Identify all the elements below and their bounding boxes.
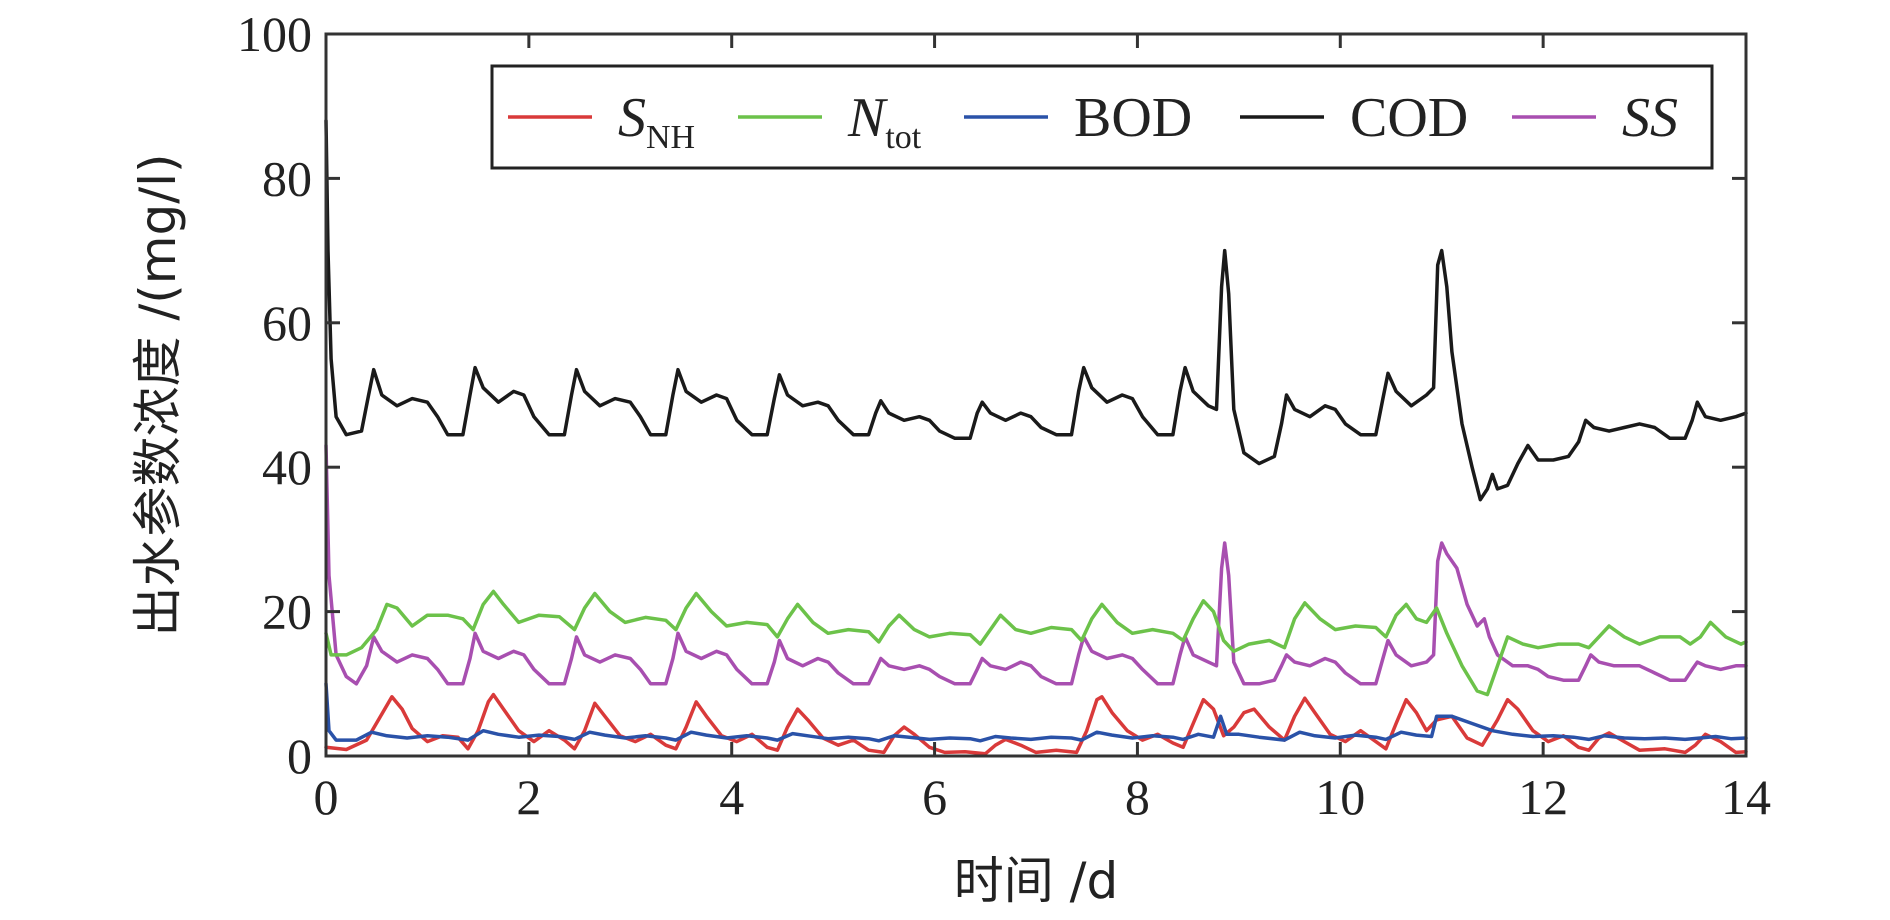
series-line-n-tot xyxy=(324,589,1748,697)
y-tick-label: 60 xyxy=(262,295,312,351)
x-tick-label: 4 xyxy=(719,769,744,825)
y-tick-label: 80 xyxy=(262,150,312,206)
y-axis-title: 出水参数浓度 /(mg/l) xyxy=(129,154,187,637)
series-line-s-nh xyxy=(324,692,1748,756)
series-layer xyxy=(324,118,1748,756)
legend-label-n-tot: Ntot xyxy=(847,87,922,156)
series-line-ss xyxy=(324,443,1748,686)
y-tick-label: 20 xyxy=(262,584,312,640)
x-tick-label: 0 xyxy=(314,769,339,825)
legend-label-bod: BOD xyxy=(1074,87,1192,149)
x-tick-label: 6 xyxy=(922,769,947,825)
legend: SNH Ntot BOD COD SS xyxy=(490,64,1714,170)
ticks-layer: 0 2 4 6 8 10 12 14 0 20 40 60 80 100 xyxy=(237,6,1771,825)
y-tick-label: 0 xyxy=(287,728,312,784)
series-line-cod xyxy=(324,118,1748,502)
y-tick-label: 100 xyxy=(237,6,312,62)
x-tick-label: 10 xyxy=(1315,769,1365,825)
x-tick-label: 2 xyxy=(516,769,541,825)
x-tick-label: 14 xyxy=(1721,769,1771,825)
series-line-bod xyxy=(324,682,1748,743)
legend-box xyxy=(490,64,1714,170)
x-tick-label: 12 xyxy=(1518,769,1568,825)
x-tick-label: 8 xyxy=(1125,769,1150,825)
legend-label-s-nh: SNH xyxy=(618,87,695,156)
x-axis-title: 时间 /d xyxy=(954,852,1118,910)
legend-label-ss: SS xyxy=(1622,87,1678,149)
y-tick-label: 40 xyxy=(262,439,312,495)
plot-area-frame xyxy=(324,32,1748,758)
legend-label-cod: COD xyxy=(1350,87,1468,149)
